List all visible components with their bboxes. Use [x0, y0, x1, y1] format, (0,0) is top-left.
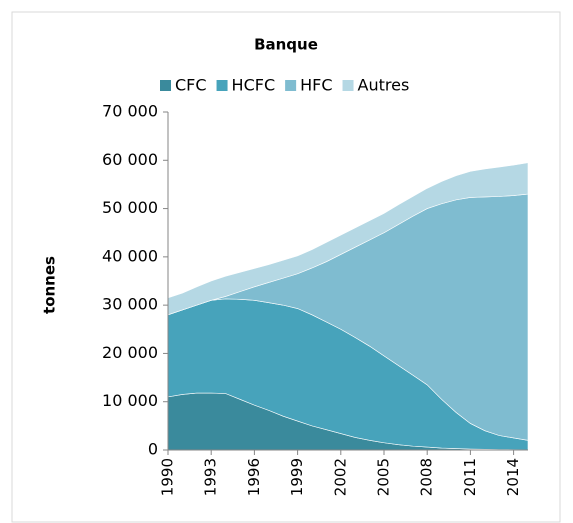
legend-label: CFC: [175, 76, 207, 95]
x-tick-label: 2002: [331, 458, 349, 496]
x-tick-label: 1996: [245, 458, 263, 496]
y-tick-label: 20 000: [102, 343, 158, 362]
x-tick-label: 1999: [288, 458, 306, 496]
y-tick-label: 50 000: [102, 198, 158, 217]
y-tick-label: 70 000: [102, 102, 158, 121]
y-tick-label: 40 000: [102, 246, 158, 265]
chart-title: Banque: [254, 36, 318, 54]
legend-swatch: [160, 80, 171, 91]
x-tick-label: 1990: [159, 458, 177, 496]
x-tick-label: 2008: [418, 458, 436, 496]
legend-swatch: [216, 80, 228, 91]
x-tick-label: 2014: [504, 458, 522, 496]
x-tick-label: 2005: [375, 458, 393, 496]
x-tick-label: 1993: [202, 458, 220, 496]
legend-label: Autres: [358, 76, 410, 95]
y-axis-label: tonnes: [41, 256, 59, 314]
y-tick-label: 0: [148, 440, 158, 459]
legend-swatch: [285, 80, 297, 91]
legend-swatch: [342, 80, 354, 91]
y-tick-label: 10 000: [102, 391, 158, 410]
legend-label: HFC: [300, 76, 332, 95]
legend-label: HCFC: [232, 76, 276, 95]
x-tick-label: 2011: [461, 458, 479, 496]
area: [167, 162, 529, 316]
y-tick-label: 60 000: [102, 150, 158, 169]
y-tick-label: 30 000: [102, 295, 158, 314]
